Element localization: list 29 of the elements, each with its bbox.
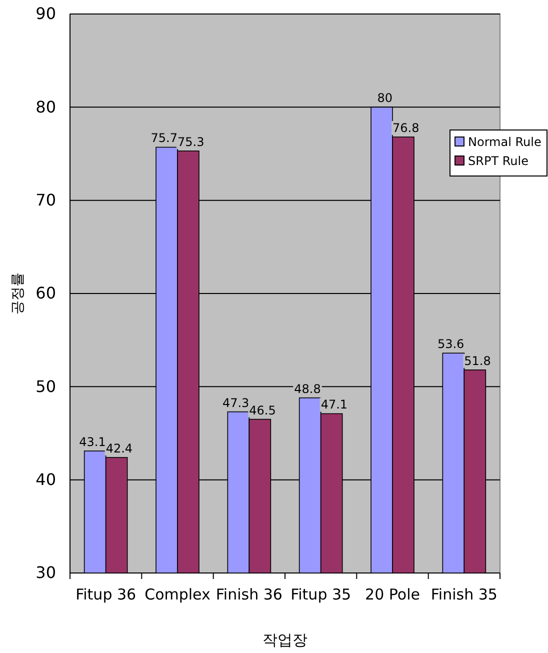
y-tick-label: 30 xyxy=(36,563,56,582)
y-axis-title: 공정률 xyxy=(10,272,26,314)
data-label: 80 xyxy=(377,91,392,106)
y-tick-label: 70 xyxy=(36,190,56,210)
y-tick-label: 50 xyxy=(36,376,56,396)
x-axis-title: 작업장 xyxy=(262,631,308,649)
y-tick-label: 40 xyxy=(36,470,56,489)
data-label: 47.1 xyxy=(320,398,348,412)
data-label: 47.3 xyxy=(222,396,250,410)
data-label: 53.6 xyxy=(437,337,464,352)
data-label: 42.4 xyxy=(106,441,133,456)
legend-label: SRPT Rule xyxy=(468,154,528,168)
y-tick-label: 80 xyxy=(36,97,56,116)
data-label: 76.8 xyxy=(392,120,420,135)
data-label: 43.1 xyxy=(79,434,106,449)
y-tick-label: 90 xyxy=(36,4,56,24)
legend-label: Normal Rule xyxy=(468,135,542,149)
data-label: 51.8 xyxy=(464,354,491,368)
data-label: 48.8 xyxy=(294,382,321,396)
x-tick-label: Complex xyxy=(144,586,211,604)
data-label: 46.5 xyxy=(249,403,276,418)
data-label: 75.3 xyxy=(178,134,204,149)
x-tick-label: Finish 35 xyxy=(430,586,498,604)
x-tick-label: 20 Pole xyxy=(365,586,420,604)
x-tick-label: Fitup 36 xyxy=(76,586,136,604)
y-tick-label: 60 xyxy=(36,284,56,303)
x-tick-label: Finish 36 xyxy=(216,586,282,604)
x-tick-label: Fitup 35 xyxy=(290,586,352,604)
data-label: 75.7 xyxy=(150,131,178,146)
